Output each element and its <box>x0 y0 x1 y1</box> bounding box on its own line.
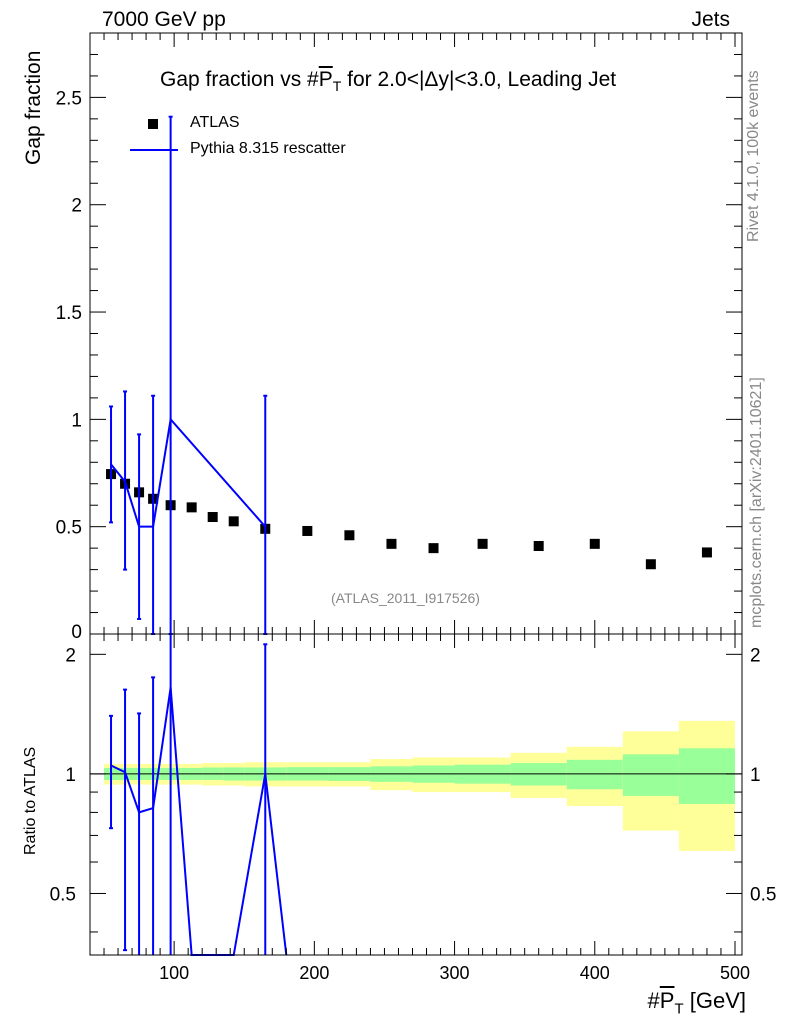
x-tick-label: 300 <box>440 963 470 983</box>
ratio-panel-frame <box>89 633 743 956</box>
ratio-ylabel: Ratio to ATLAS <box>22 746 39 855</box>
inner-band-bin <box>622 754 679 796</box>
rivet-version-label: Rivet 4.1.0, 100k events <box>745 70 762 242</box>
ratio-y-tick-label-left: 0.5 <box>50 884 76 905</box>
ratio-y-tick-label-right: 2 <box>750 645 761 666</box>
ratio-bands <box>90 720 742 851</box>
x-axis-label-prefix: # <box>647 988 660 1013</box>
ratio-y-tick-label-left: 2 <box>65 645 76 666</box>
x-axis-label-subscript: T <box>674 1000 684 1018</box>
atlas-data-point <box>186 502 197 513</box>
main-y-tick-label: 1.5 <box>56 303 82 324</box>
atlas-data-point <box>302 525 313 536</box>
x-tick-label: 100 <box>159 963 189 983</box>
atlas-data-point <box>228 516 239 527</box>
legend-mc-label: Pythia 8.315 rescatter <box>190 140 346 157</box>
mc-series-line <box>110 417 267 528</box>
atlas-data-point <box>589 538 600 549</box>
inner-band-bin <box>566 759 623 790</box>
ratio-y-tick-label-right: 0.5 <box>750 884 776 905</box>
atlas-data-point <box>477 538 488 549</box>
x-axis-label: #PT [GeV] <box>648 988 746 1017</box>
inner-band-bin <box>678 748 735 804</box>
x-tick-label: 400 <box>580 963 610 983</box>
header-energy-label: 7000 GeV pp <box>102 8 226 31</box>
ratio-series-layer <box>109 634 288 956</box>
header-category-label: Jets <box>691 8 730 31</box>
mcplots-label: mcplots.cern.ch [arXiv:2401.10621] <box>748 377 765 628</box>
analysis-watermark: (ATLAS_2011_I917526) <box>331 590 480 606</box>
main-y-tick-label: 0.5 <box>56 518 82 539</box>
atlas-data-point <box>428 543 439 554</box>
main-panel-frame <box>89 32 743 635</box>
atlas-data-point <box>207 512 218 523</box>
legend-data-marker <box>148 119 158 129</box>
atlas-data-point <box>701 547 712 558</box>
main-ylabel: Gap fraction <box>22 50 45 165</box>
x-axis-label-suffix: [GeV] <box>683 988 746 1013</box>
ratio-y-tick-label-left: 1 <box>65 765 76 786</box>
mc-ratio-line <box>110 687 288 956</box>
main-y-tick-label: 2.5 <box>56 88 82 109</box>
x-tick-label: 500 <box>720 963 750 983</box>
main-series-layer <box>106 115 712 635</box>
ratio-y-tick-label-right: 1 <box>750 765 761 786</box>
plot-title-subscript: T <box>332 78 342 95</box>
atlas-data-point <box>533 540 544 551</box>
atlas-data-point <box>645 559 656 570</box>
legend-data-label: ATLAS <box>190 114 240 131</box>
plot-title-suffix: for 2.0<|Δy|<3.0, Leading Jet <box>341 68 617 91</box>
axes-layer: 100 200 300 400 500 0.5 1 1.5 2 2.5 0 0.5 0.5 1 1 2 2 <box>50 32 776 983</box>
plot-title-prefix: Gap fraction vs # <box>160 68 319 91</box>
main-y-tick-label-zero: 0 <box>71 622 82 643</box>
x-tick-label: 200 <box>299 963 329 983</box>
main-y-tick-label: 2 <box>71 196 82 217</box>
x-axis-label-symbol: P <box>659 988 675 1013</box>
atlas-data-point <box>386 538 397 549</box>
plot-title-symbol: P <box>318 68 333 91</box>
atlas-data-point <box>344 530 355 541</box>
main-y-tick-label: 1 <box>71 410 82 431</box>
plot-title: Gap fraction vs #PT for 2.0<|Δy|<3.0, Le… <box>160 68 616 94</box>
